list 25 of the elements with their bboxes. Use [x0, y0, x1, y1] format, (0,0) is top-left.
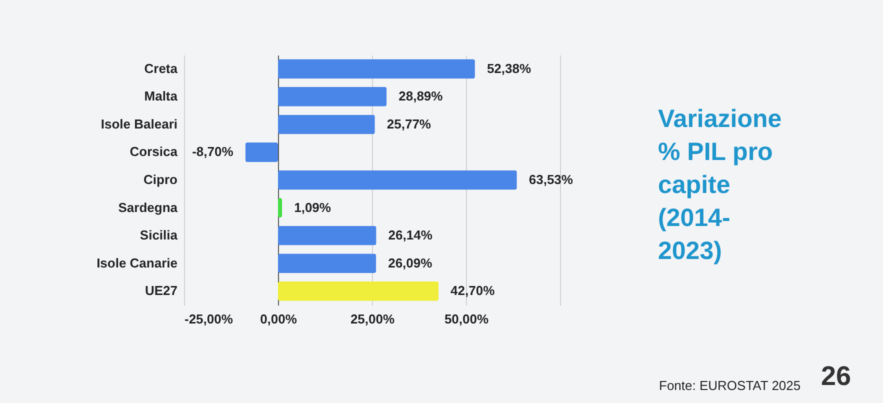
x-tick-label: 50,00% — [444, 312, 489, 326]
data-label: 28,89% — [398, 88, 444, 104]
y-tick-label: Isole Baleari — [100, 116, 178, 132]
y-tick-label: Creta — [144, 60, 178, 76]
data-label: -8,70% — [192, 144, 234, 160]
y-tick-label: Sardegna — [118, 200, 178, 215]
data-label: 42,70% — [450, 283, 496, 298]
x-tick-label: -25,00% — [184, 312, 234, 326]
text: Variazione % PIL pro capite (2014-2023) — [658, 105, 782, 265]
y-tick-label: Corsica — [130, 144, 178, 160]
data-label: 52,38% — [486, 60, 532, 76]
source-note: Fonte: EUROSTAT 2025 — [659, 378, 801, 393]
y-tick-label: Isole Canarie — [96, 255, 178, 270]
data-label: 26,14% — [388, 228, 433, 243]
x-tick-label: 25,00% — [350, 312, 395, 326]
data-label: 26,09% — [388, 255, 433, 270]
y-tick-label: Sicilia — [140, 228, 178, 243]
data-label: 63,53% — [528, 172, 574, 187]
data-label: 25,77% — [386, 116, 432, 132]
x-tick-label: 0,00% — [260, 312, 298, 326]
text: 26 — [821, 361, 852, 391]
y-tick-label: Cipro — [144, 172, 178, 187]
data-label: 1,09% — [294, 200, 332, 215]
y-tick-label: UE27 — [144, 283, 178, 298]
y-tick-label: Malta — [144, 88, 178, 104]
